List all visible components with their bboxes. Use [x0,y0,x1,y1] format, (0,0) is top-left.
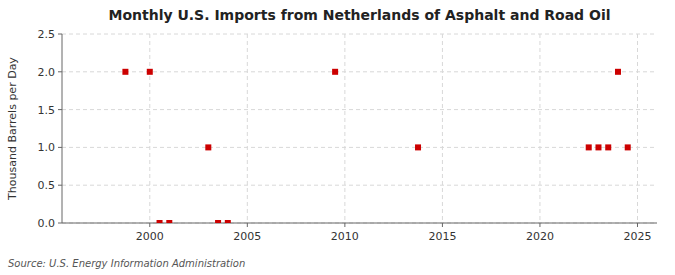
y-tick [58,147,62,148]
axes: 0.0 0.5 1.0 1.5 2.0 2.5 2000 2005 2010 2015 2020 20… [38,28,658,243]
x-tick [637,223,638,227]
title: Monthly U.S. Imports from Netherlands of… [108,7,610,23]
x-grid-line [344,34,345,223]
x-grid-line [539,34,540,223]
x-tick [539,223,540,227]
point [332,69,338,75]
y-tick-label: 2.5 [38,28,56,41]
y-grid-line [62,34,657,35]
x-tick-label: 2005 [233,230,261,243]
y-tick [58,71,62,72]
x-tick [247,223,248,227]
y-tick [58,223,62,224]
point [157,220,163,223]
x-tick [344,223,345,227]
x-tick-label: 2000 [136,230,164,243]
point [166,220,172,223]
x-grid-line [247,34,248,223]
x-grid-line [149,34,150,223]
y-tick-label: 1.5 [38,104,56,117]
x-tick-label: 2020 [526,230,554,243]
y-grid-line [62,109,657,110]
y-grid-line [62,147,657,148]
y-tick [58,185,62,186]
point [615,69,621,75]
y-grid-line [62,185,657,186]
y-grid-line [62,223,657,224]
y-axis-label: Thousand Barrels per Day [6,57,19,201]
y-tick-label: 0.0 [38,217,56,230]
chart: 0.0 0.5 1.0 1.5 2.0 2.5 2000 2005 2010 2015 2020 20… [0,0,675,275]
point [147,69,153,75]
grid [62,34,657,223]
x-tick-label: 2025 [623,230,651,243]
y-tick [58,34,62,35]
points [122,69,630,223]
y-axis-line [62,34,63,223]
point [586,144,592,150]
point [415,144,421,150]
point [625,144,631,150]
x-grid-line [442,34,443,223]
x-axis-line [62,223,657,224]
point [225,220,231,223]
x-tick-label: 2015 [428,230,456,243]
y-tick [58,109,62,110]
y-tick-label: 2.0 [38,66,56,79]
source: Source: U.S. Energy Information Administ… [8,258,245,269]
point [605,144,611,150]
x-tick [149,223,150,227]
point [215,220,221,223]
y-tick-label: 0.5 [38,179,56,192]
y-tick-label: 1.0 [38,141,56,154]
point [595,144,601,150]
point [122,69,128,75]
x-tick [442,223,443,227]
x-tick-label: 2010 [331,230,359,243]
point [205,144,211,150]
x-grid-line [637,34,638,223]
